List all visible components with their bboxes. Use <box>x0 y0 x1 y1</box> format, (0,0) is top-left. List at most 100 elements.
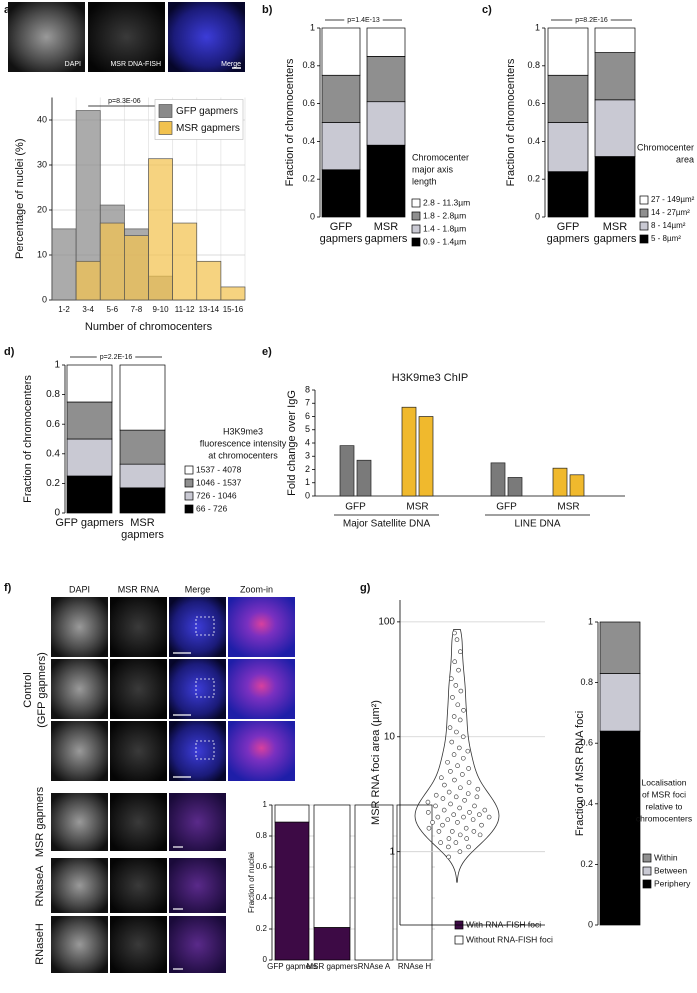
panel-label: d) <box>4 346 15 358</box>
y-tick-label: 0 <box>310 211 315 221</box>
column-label: Zoom-in <box>240 584 273 594</box>
y-tick-label: 7 <box>305 398 310 408</box>
y-tick-label: 0 <box>42 294 47 304</box>
bar-segment <box>366 144 406 218</box>
category-label-box: MSR gapmers <box>306 963 357 971</box>
data-point <box>456 667 461 673</box>
bar-segment <box>119 463 166 489</box>
legend-title: of MSR foci <box>642 789 686 799</box>
bar <box>507 477 523 497</box>
category-label: MSR gapmers <box>121 517 164 542</box>
y-tick-label: 0.6 <box>256 862 268 871</box>
data-point <box>433 792 439 798</box>
x-tick-label: 3-4 <box>82 305 94 314</box>
data-point <box>426 825 432 831</box>
micrograph <box>169 597 226 657</box>
zoom-box <box>195 740 215 760</box>
micrograph <box>169 916 226 973</box>
category-label: GFP gapmers <box>546 221 590 246</box>
micrograph <box>110 916 167 973</box>
category-label: MSR gapmers <box>364 221 408 246</box>
legend-swatch <box>184 465 194 475</box>
data-point <box>467 810 472 815</box>
category-label-box: GFP gapmers <box>267 963 317 971</box>
bar-segment <box>313 927 351 961</box>
x-tick-label: 11-12 <box>175 305 195 314</box>
legend-label: GFP gapmers <box>176 106 238 117</box>
legend-title: fluorescence intensity <box>200 438 287 448</box>
y-tick-label: 1 <box>305 477 310 487</box>
panel-label: g) <box>360 582 371 594</box>
category-label-box: MSR gapmers <box>594 221 637 245</box>
legend-swatch <box>411 198 421 208</box>
x-tick-label: 13-14 <box>199 305 220 314</box>
legend-label: Between <box>654 865 687 875</box>
y-tick-label: 5 <box>305 424 310 434</box>
bar-segment <box>66 475 113 514</box>
category-label: RNAse H <box>397 963 432 971</box>
bar-segment <box>547 171 589 218</box>
bar-segment <box>599 621 641 674</box>
y-tick-label: 100 <box>378 617 395 628</box>
data-point <box>474 794 480 800</box>
legend-label: 726 - 1046 <box>196 490 237 500</box>
bar-segment <box>66 401 113 440</box>
bar-segment <box>366 27 406 57</box>
annotation: p=8.3E-06 <box>108 98 141 105</box>
bar <box>490 462 506 497</box>
bar-segment <box>321 122 361 171</box>
legend-title: relative to <box>646 801 683 811</box>
x-tick-label: 7-8 <box>131 305 143 314</box>
y-tick-label: 10 <box>37 249 47 259</box>
y-tick-label: 0.6 <box>580 738 593 748</box>
data-point <box>479 822 484 828</box>
bar-segment <box>366 101 406 146</box>
bar-segment <box>547 74 589 123</box>
y-tick-label: 0.6 <box>527 98 540 108</box>
data-point <box>452 777 457 783</box>
data-point <box>482 807 488 813</box>
bar <box>356 459 372 497</box>
legend-title: major axis <box>412 164 454 174</box>
row-label: Control <box>22 672 34 707</box>
legend-title: Chromocenter <box>412 152 469 162</box>
y-tick-label: 0.8 <box>580 677 593 687</box>
micrograph <box>169 659 226 719</box>
bar-segment <box>321 74 361 123</box>
data-point <box>435 814 441 820</box>
y-tick-label: 1 <box>389 846 395 857</box>
data-point <box>425 799 431 805</box>
legend-swatch <box>639 221 649 231</box>
y-axis-label: MSR RNA foci area (µm²) <box>370 700 382 825</box>
legend-title: at chromocenters <box>208 450 278 460</box>
data-point <box>445 759 450 765</box>
data-point <box>471 829 477 834</box>
data-point <box>486 814 492 820</box>
zoom-box <box>195 678 215 698</box>
data-point <box>451 812 457 817</box>
micrograph <box>228 597 295 657</box>
y-tick-label: 0.4 <box>46 448 60 459</box>
bar-segment <box>366 55 406 103</box>
data-point <box>442 782 447 788</box>
category-label: GFP gapmers <box>267 963 317 971</box>
data-point <box>458 785 463 791</box>
data-point <box>457 832 463 838</box>
micrograph <box>169 858 226 913</box>
annotation: p=8.2E-16 <box>575 17 608 24</box>
data-point <box>447 725 453 730</box>
bar <box>569 474 585 497</box>
y-tick-label: 1 <box>54 360 60 371</box>
panel-label: b) <box>262 4 273 16</box>
micrograph <box>51 721 108 781</box>
micrograph <box>110 793 167 851</box>
data-point <box>457 717 463 723</box>
data-point <box>449 739 455 745</box>
row-label: RNaseH <box>34 923 46 965</box>
y-tick-label: 0.8 <box>302 60 315 70</box>
data-point <box>458 649 463 655</box>
bar-segment <box>274 821 310 961</box>
x-tick-label: 5-6 <box>107 305 119 314</box>
data-point <box>463 825 469 831</box>
